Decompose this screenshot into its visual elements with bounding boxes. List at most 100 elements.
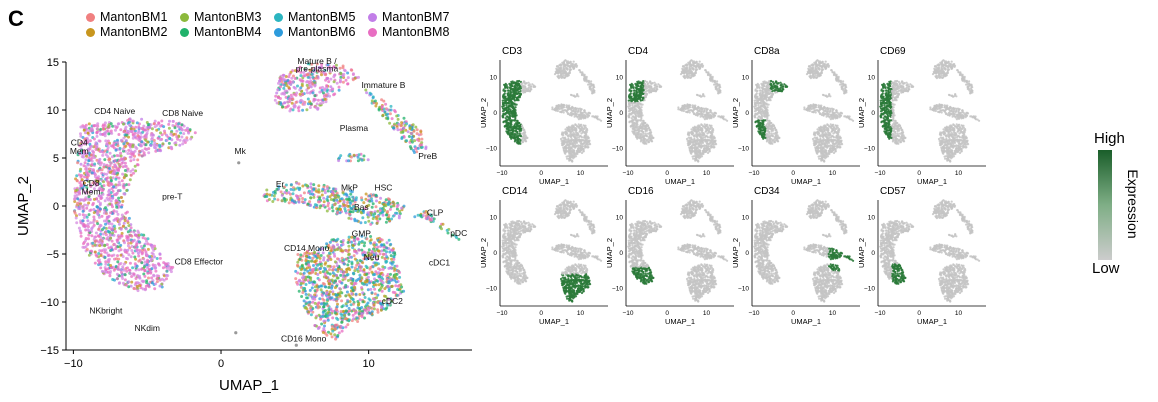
cell-point (104, 153, 108, 157)
cell-point (513, 102, 516, 105)
cell-point (75, 188, 79, 192)
cell-point (518, 137, 521, 141)
cell-point (275, 101, 279, 105)
cell-point (116, 122, 120, 126)
cell-point (389, 205, 393, 209)
cell-point (585, 78, 588, 81)
cell-point (147, 276, 150, 280)
cell-point (351, 72, 355, 76)
cell-point (344, 78, 348, 82)
cell-point (117, 133, 121, 136)
cell-point (79, 204, 82, 208)
cluster-label: CD8 Effector (175, 257, 224, 267)
cell-point (309, 278, 313, 282)
cell-point (110, 254, 114, 258)
cell-point (170, 138, 174, 142)
cell-point (129, 226, 133, 230)
cell-point (345, 270, 349, 274)
cell-point (282, 73, 286, 77)
cell-point (509, 101, 512, 104)
cluster-label: pre-T (162, 191, 182, 201)
cell-point (393, 291, 397, 295)
cell-point (347, 238, 351, 242)
cell-point (338, 259, 342, 263)
cell-point (391, 200, 395, 204)
cell-point (389, 108, 393, 112)
cell-point (335, 191, 339, 195)
cell-point (102, 172, 106, 176)
cell-point (103, 134, 107, 138)
cell-point (405, 139, 409, 143)
cell-point (122, 130, 126, 134)
cell-point (321, 270, 325, 274)
cell-point (361, 300, 365, 304)
legend-item-mantonbm7: MantonBM7 (368, 10, 449, 24)
cell-point (178, 138, 182, 142)
cell-point (420, 137, 424, 141)
cell-point (416, 213, 420, 217)
cell-point (373, 287, 377, 291)
cell-point (394, 284, 398, 288)
cell-point (310, 67, 314, 71)
cell-point (122, 136, 126, 140)
cell-point (87, 201, 91, 205)
cell-point (187, 131, 191, 135)
cell-point (159, 131, 162, 135)
cell-point (512, 81, 515, 84)
cell-point (348, 212, 352, 216)
cell-point (341, 249, 345, 253)
cell-point (296, 271, 300, 275)
cell-point (338, 246, 342, 250)
cell-point (137, 135, 141, 139)
cell-point (334, 323, 338, 327)
cell-point (93, 261, 97, 265)
cell-point (390, 262, 394, 266)
cell-point (101, 237, 104, 241)
cell-point (351, 302, 355, 306)
cell-point (364, 192, 368, 196)
cell-point (587, 136, 590, 139)
cell-point (124, 138, 128, 142)
cell-point (524, 85, 527, 88)
cell-point (354, 292, 358, 296)
cell-point (515, 86, 518, 89)
legend-label: MantonBM6 (288, 25, 356, 39)
cell-point (304, 292, 308, 296)
cell-point (337, 85, 341, 89)
cell-point (84, 196, 88, 200)
cell-point (330, 206, 334, 209)
legend-item-mantonbm5: MantonBM5 (274, 10, 355, 24)
cell-point (315, 106, 318, 110)
cell-point (321, 101, 325, 105)
cell-point (407, 135, 411, 138)
cell-point (320, 63, 324, 67)
cell-point (310, 286, 314, 290)
cell-point (154, 149, 158, 153)
cell-point (96, 205, 100, 209)
cell-point (111, 124, 115, 128)
cell-point (380, 275, 383, 279)
cell-point (511, 104, 514, 107)
cell-point (153, 247, 157, 251)
cell-point (338, 204, 342, 208)
cell-point (347, 259, 351, 263)
cell-point (429, 218, 433, 222)
cell-point (519, 90, 522, 93)
cell-point (517, 121, 520, 124)
cell-point (95, 131, 99, 135)
cell-point (280, 199, 284, 203)
cell-point (307, 271, 311, 275)
cell-point (105, 172, 109, 176)
cell-point (572, 63, 575, 66)
cell-point (324, 93, 328, 97)
cell-point (416, 146, 420, 150)
cell-point (371, 265, 375, 269)
cell-point (521, 126, 524, 129)
cell-point (367, 248, 371, 252)
cell-point (510, 82, 513, 85)
cell-point (322, 319, 326, 323)
cell-point (142, 257, 146, 261)
legend-label: MantonBM5 (288, 10, 356, 24)
cell-point (287, 201, 291, 205)
cell-point (150, 281, 154, 285)
